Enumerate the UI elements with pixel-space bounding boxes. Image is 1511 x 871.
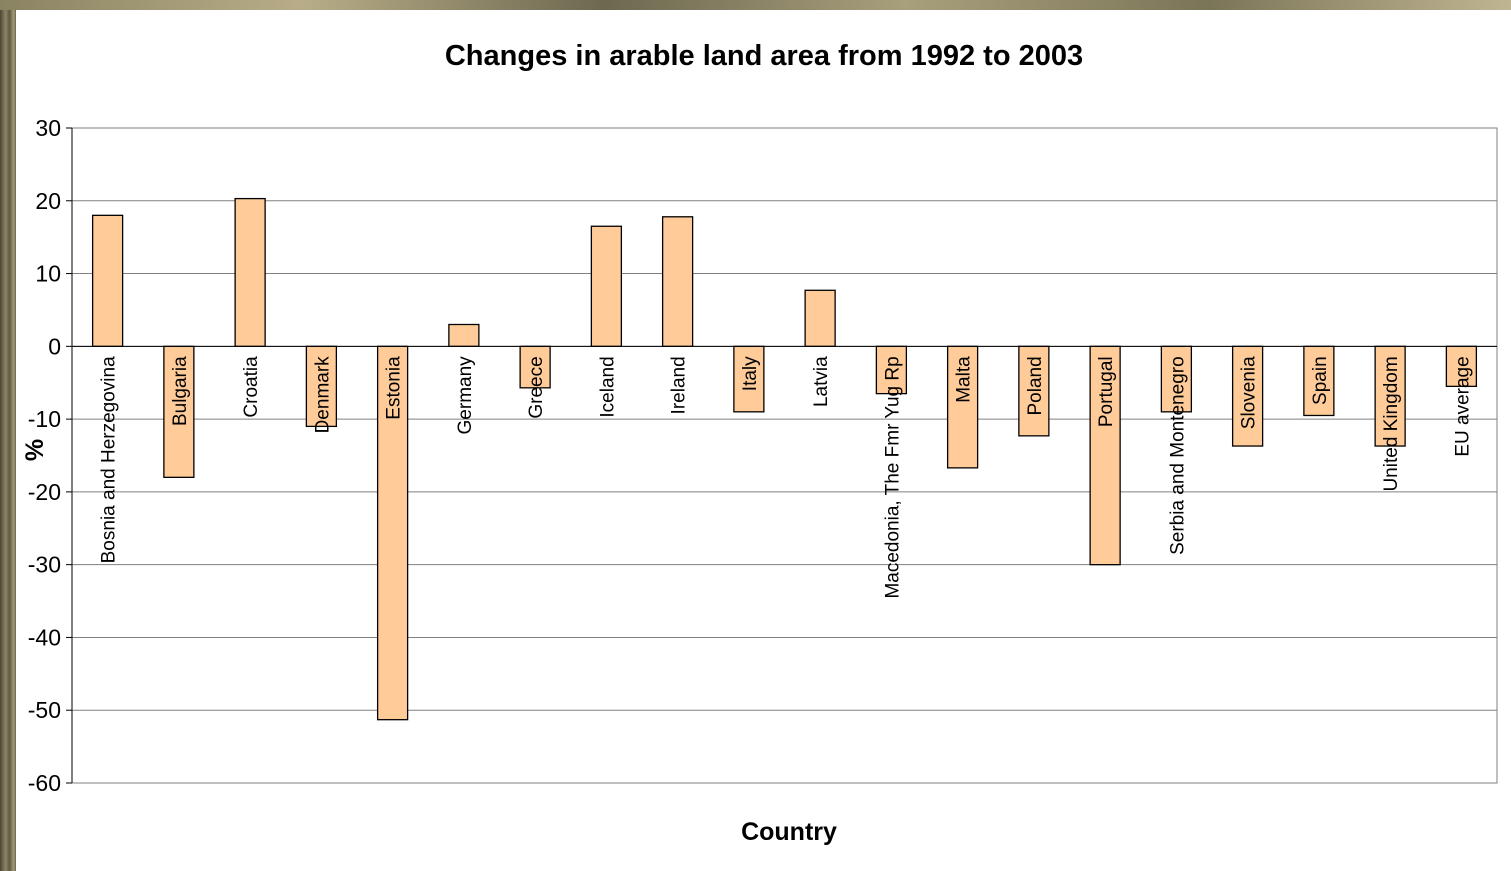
category-label: Estonia [384, 356, 405, 420]
bar [1303, 345, 1335, 417]
bar [804, 289, 836, 347]
category-labels: Bosnia and Herzegovina Bulgaria Croatia Den… [99, 356, 1474, 599]
category-label: Greece [526, 356, 547, 418]
y-tick-label: -10 [28, 406, 61, 432]
category-label: Macedonia, The Fmr Yug Rp [882, 356, 903, 598]
bar [163, 345, 195, 478]
y-tick-label: -50 [28, 697, 61, 723]
gridlines [71, 127, 1498, 784]
bar-chart: Changes in arable land area from 1992 to… [21, 40, 1498, 846]
category-label: Spain [1310, 356, 1331, 405]
y-tick-label: -40 [28, 624, 61, 650]
category-label: Croatia [241, 356, 262, 418]
bar [519, 345, 551, 389]
category-label: Bosnia and Herzegovina [99, 356, 120, 563]
bar [91, 214, 124, 347]
category-label: Italy [740, 356, 761, 391]
y-axis-title: % [21, 439, 49, 461]
plot-area-border [71, 127, 1498, 784]
bar [1374, 345, 1406, 447]
y-tick-label: 30 [35, 115, 61, 141]
category-label: Iceland [597, 356, 618, 417]
category-label: EU average [1452, 356, 1473, 456]
category-label: Serbia and Montenegro [1167, 356, 1188, 555]
y-axis-ticks: 30 20 10 0 -10 -20 -30 -40 -50 -60 [28, 115, 72, 796]
category-label: Poland [1025, 356, 1046, 415]
y-tick-label: -60 [28, 770, 61, 796]
y-tick-label: 10 [35, 261, 61, 287]
bar [305, 345, 338, 428]
category-label: Ireland [669, 356, 690, 414]
y-tick-label: 20 [35, 188, 61, 214]
category-label: Denmark [312, 356, 333, 434]
x-axis-title: Country [741, 818, 837, 846]
bars [72, 197, 1497, 721]
category-label: Bulgaria [170, 356, 191, 426]
background-photo-left [0, 0, 16, 871]
category-label: Malta [954, 356, 975, 403]
chart-title: Changes in arable land area from 1992 to… [445, 40, 1083, 72]
category-label: United Kingdom [1381, 356, 1402, 491]
bar [1231, 345, 1264, 447]
bar [590, 225, 623, 347]
bar [1160, 345, 1193, 413]
bar [448, 323, 480, 347]
y-tick-label: 0 [48, 333, 61, 359]
bar [733, 345, 765, 413]
y-tick-label: -20 [28, 479, 61, 505]
y-tick-label: -30 [28, 552, 61, 578]
category-label: Slovenia [1239, 356, 1260, 429]
category-label: Portugal [1096, 356, 1117, 427]
category-label: Germany [455, 356, 476, 435]
chart-panel: Changes in arable land area from 1992 to… [16, 10, 1511, 871]
bar [661, 216, 694, 347]
bar [234, 197, 266, 347]
bar [376, 345, 409, 721]
background-photo-top [0, 0, 1511, 10]
category-label: Latvia [811, 356, 832, 407]
